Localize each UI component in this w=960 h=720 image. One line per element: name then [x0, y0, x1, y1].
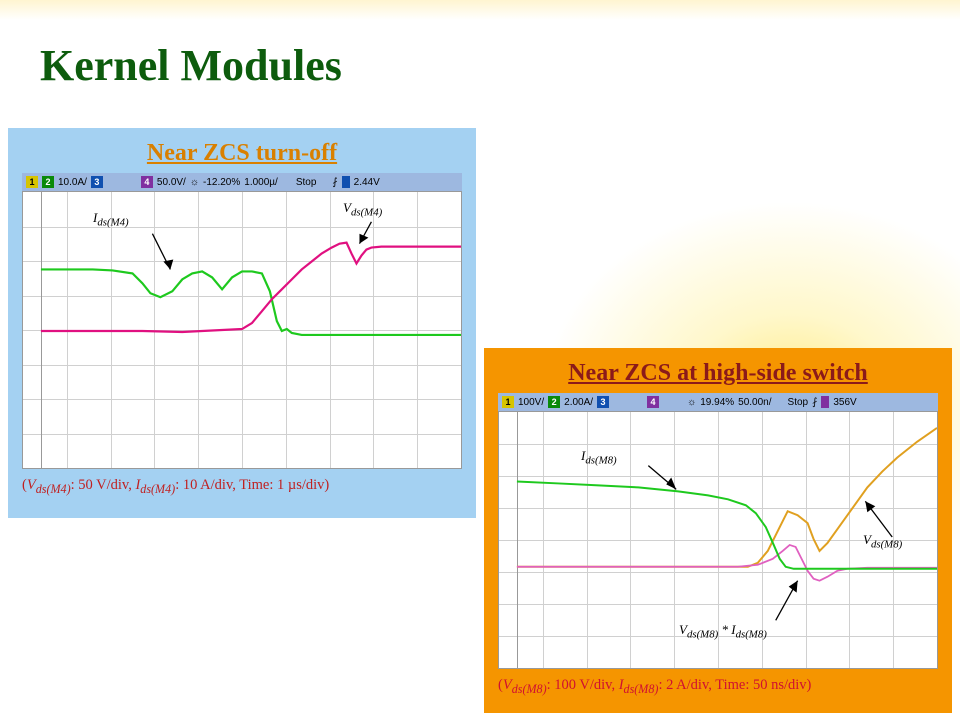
scope2-toolbar: 1 100V/ 2 2.00A/ 3 4 ☼ 19.94% 50.00n/ St… [498, 393, 938, 411]
scope1-sun-icon: ☼ [190, 177, 199, 188]
scope2-ch2-scale: 2.00A/ [564, 397, 593, 408]
scope1-ch4-chip: 4 [141, 176, 153, 188]
scope2: 1 100V/ 2 2.00A/ 3 4 ☼ 19.94% 50.00n/ St… [498, 393, 938, 669]
scope1-trigger-icon: ⨏ [332, 177, 337, 188]
scope2-ch2-chip: 2 [548, 396, 560, 408]
scope2-ch1-scale: 100V/ [518, 397, 544, 408]
scope2-ids-trace [517, 481, 937, 568]
panel-zcs-highside: Near ZCS at high-side switch 1 100V/ 2 2… [484, 348, 952, 713]
scope2-screen: Ids(M8) Vds(M8) Vds(M8) * Ids(M8) [498, 411, 938, 669]
scope2-ch3-chip: 3 [597, 396, 609, 408]
scope2-ch4-chip: 4 [647, 396, 659, 408]
panel-zcs-turnoff: Near ZCS turn-off 1 2 10.0A/ 3 4 50.0V/ … [8, 128, 476, 518]
scope1-caption: (Vds(M4): 50 V/div, Ids(M4): 10 A/div, T… [22, 477, 462, 497]
scope1-toolbar: 1 2 10.0A/ 3 4 50.0V/ ☼ -12.20% 1.000µ/ … [22, 173, 462, 191]
scope1-trigger: 2.44V [354, 177, 380, 188]
scope2-sun-icon: ☼ [687, 397, 696, 408]
scope2-timebase: 50.00n/ [738, 397, 771, 408]
panel2-title: Near ZCS at high-side switch [498, 360, 938, 387]
scope1-ids-label: Ids(M4) [93, 210, 129, 229]
scope1-ch1-chip: 1 [26, 176, 38, 188]
scope2-trigger-icon: ⨏ [812, 397, 817, 408]
scope2-product-label: Vds(M8) * Ids(M8) [679, 622, 767, 641]
scope2-vds-label: Vds(M8) [863, 532, 902, 551]
scope1-trig-chip [342, 176, 350, 188]
scope1-offset: -12.20% [203, 177, 240, 188]
scope1-screen: Ids(M4) Vds(M4) [22, 191, 462, 469]
scope2-trigger: 356V [833, 397, 856, 408]
scope2-offset: 19.94% [700, 397, 734, 408]
panel1-title: Near ZCS turn-off [22, 140, 462, 167]
scope1-ch2-chip: 2 [42, 176, 54, 188]
page-title: Kernel Modules [40, 40, 342, 91]
scope1-ids-trace [41, 269, 461, 335]
scope1-ch2-scale: 10.0A/ [58, 177, 87, 188]
scope1-ch4-scale: 50.0V/ [157, 177, 186, 188]
scope2-ch1-chip: 1 [502, 396, 514, 408]
scope2-caption: (Vds(M8): 100 V/div, Ids(M8): 2 A/div, T… [498, 677, 938, 697]
scope1-vds-label: Vds(M4) [343, 200, 382, 219]
scope2-ids-label: Ids(M8) [581, 448, 617, 467]
scope2-runstate: Stop [788, 397, 809, 408]
scope1-runstate: Stop [296, 177, 317, 188]
scope1-timebase: 1.000µ/ [244, 177, 278, 188]
scope1-traces [23, 192, 461, 468]
scope1-ch3-chip: 3 [91, 176, 103, 188]
scope1: 1 2 10.0A/ 3 4 50.0V/ ☼ -12.20% 1.000µ/ … [22, 173, 462, 469]
top-accent-bar [0, 0, 960, 20]
scope1-vds-trace [41, 243, 461, 332]
scope2-trig-chip [821, 396, 829, 408]
